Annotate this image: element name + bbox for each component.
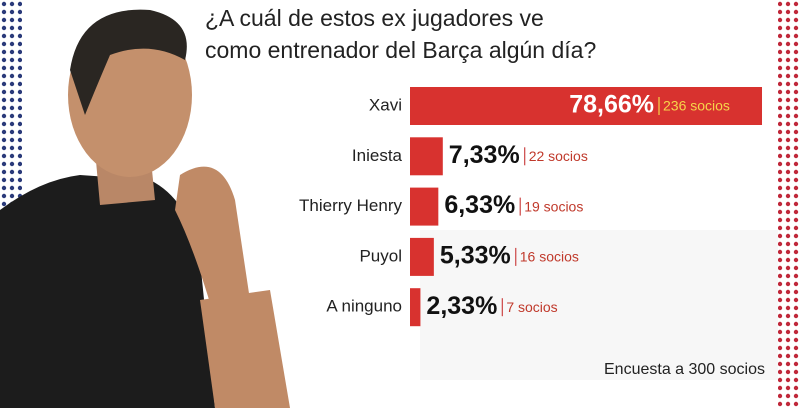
value-label: 2,33% — [426, 292, 497, 320]
value-label: 78,66% — [569, 91, 654, 119]
category-label: Xavi — [369, 95, 402, 114]
chart-title: como entrenador del Barça algún día? — [205, 37, 596, 63]
chart-title: ¿A cuál de estos ex jugadores ve — [205, 5, 544, 31]
socios-label: 16 socios — [520, 249, 579, 265]
category-label: A ninguno — [326, 297, 402, 316]
value-label: 7,33% — [449, 141, 520, 169]
socios-label: 7 socios — [506, 299, 557, 315]
bar — [410, 137, 443, 176]
value-label: 5,33% — [440, 242, 511, 270]
value-label: 6,33% — [444, 191, 515, 219]
photo — [0, 9, 290, 408]
category-label: Iniesta — [352, 146, 403, 165]
bar — [410, 87, 763, 125]
note: Encuesta a 300 socios — [604, 361, 765, 378]
category-label: Thierry Henry — [299, 196, 402, 215]
socios-label: 19 socios — [524, 198, 583, 214]
bar — [410, 187, 439, 226]
bar — [410, 237, 434, 276]
bar — [410, 288, 421, 327]
border-right — [778, 0, 800, 408]
socios-label: 22 socios — [529, 148, 588, 164]
socios-label: 236 socios — [663, 98, 730, 114]
pattern-area — [420, 230, 778, 380]
category-label: Puyol — [359, 246, 402, 265]
